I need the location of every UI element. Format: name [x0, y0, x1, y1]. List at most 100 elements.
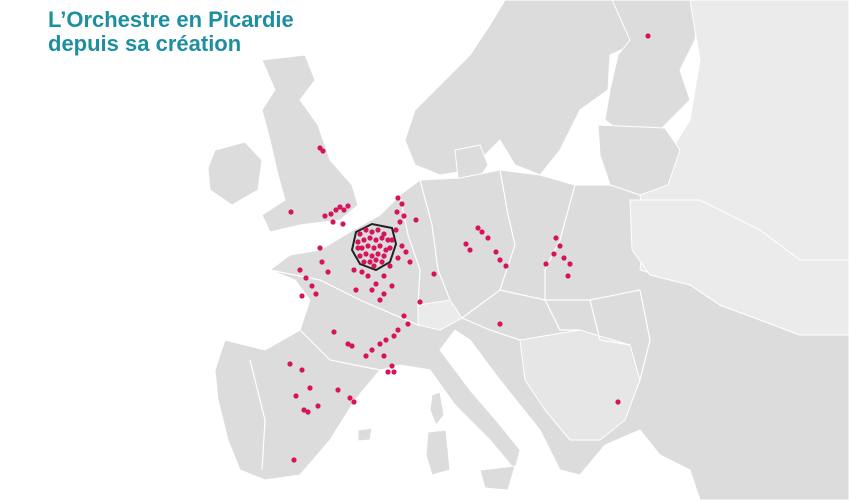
- concert-marker-picardie: [357, 253, 363, 259]
- concert-marker: [287, 361, 293, 367]
- land-east: [629, 199, 849, 336]
- concert-marker: [467, 247, 473, 253]
- concert-markers: [287, 33, 651, 463]
- concert-marker: [337, 204, 343, 210]
- concert-marker: [351, 399, 357, 405]
- concert-marker: [399, 243, 405, 249]
- concert-marker: [431, 271, 437, 277]
- concert-marker: [497, 321, 503, 327]
- concert-marker: [299, 367, 305, 373]
- concert-marker-picardie: [377, 243, 383, 249]
- concert-marker-picardie: [375, 251, 381, 257]
- concert-marker: [328, 211, 334, 217]
- concert-marker: [565, 273, 571, 279]
- concert-marker-picardie: [365, 243, 371, 249]
- concert-marker-picardie: [385, 237, 391, 243]
- concert-marker: [463, 241, 469, 247]
- concert-marker: [341, 207, 347, 213]
- concert-marker: [485, 235, 491, 241]
- concert-marker: [301, 407, 307, 413]
- concert-marker: [349, 343, 355, 349]
- map-title-line-1: L’Orchestre en Picardie: [48, 7, 294, 32]
- concert-marker-picardie: [379, 235, 385, 241]
- concert-marker-picardie: [371, 263, 377, 269]
- concert-marker: [297, 267, 303, 273]
- concert-marker: [397, 219, 403, 225]
- concert-marker-picardie: [355, 245, 361, 251]
- concert-marker: [405, 321, 411, 327]
- concert-marker: [353, 287, 359, 293]
- concert-marker: [322, 213, 328, 219]
- land-balearics: [357, 427, 373, 442]
- concert-marker: [359, 269, 365, 275]
- concert-marker: [395, 195, 401, 201]
- concert-marker-picardie: [371, 245, 377, 251]
- concert-marker: [389, 283, 395, 289]
- concert-marker: [345, 341, 351, 347]
- concert-marker: [293, 393, 299, 399]
- concert-marker: [347, 395, 353, 401]
- concert-marker: [645, 33, 651, 39]
- concert-marker: [391, 333, 397, 339]
- map-title: L’Orchestre en Picardie depuis sa créati…: [48, 8, 294, 56]
- concert-marker: [393, 227, 399, 233]
- concert-marker: [615, 399, 621, 405]
- land-layer: [207, 0, 849, 500]
- concert-marker: [299, 293, 305, 299]
- concert-marker-picardie: [355, 239, 361, 245]
- concert-marker-picardie: [359, 245, 365, 251]
- land-balkans: [519, 329, 641, 441]
- concert-marker: [288, 209, 294, 215]
- concert-marker: [331, 329, 337, 335]
- concert-marker: [413, 217, 419, 223]
- concert-marker-picardie: [375, 227, 381, 233]
- concert-marker: [551, 251, 557, 257]
- concert-marker: [407, 259, 413, 265]
- concert-marker: [503, 263, 509, 269]
- concert-marker: [317, 245, 323, 251]
- concert-marker: [381, 353, 387, 359]
- land-corsica: [429, 391, 445, 426]
- concert-marker: [330, 219, 336, 225]
- concert-marker: [363, 353, 369, 359]
- concert-marker: [385, 369, 391, 375]
- concert-marker: [291, 457, 297, 463]
- land-ireland: [207, 141, 263, 206]
- concert-marker: [303, 275, 309, 281]
- concert-marker: [365, 273, 371, 279]
- concert-marker: [325, 269, 331, 275]
- concert-marker: [403, 249, 409, 255]
- concert-marker: [387, 263, 393, 269]
- concert-marker: [391, 369, 397, 375]
- land-baltics: [597, 124, 681, 196]
- concert-marker: [389, 237, 395, 243]
- concert-marker-picardie: [373, 257, 379, 263]
- land-sardinia: [425, 429, 451, 476]
- concert-marker: [320, 148, 326, 154]
- concert-marker-picardie: [369, 229, 375, 235]
- concert-marker: [307, 385, 313, 391]
- concert-marker: [373, 281, 379, 287]
- concert-marker: [399, 201, 405, 207]
- concert-marker-picardie: [381, 253, 387, 259]
- concert-marker: [377, 341, 383, 347]
- concert-marker: [351, 267, 357, 273]
- concert-marker: [389, 363, 395, 369]
- concert-marker: [345, 203, 351, 209]
- concert-marker: [493, 249, 499, 255]
- concert-marker-picardie: [387, 245, 393, 251]
- concert-marker: [394, 209, 400, 215]
- concert-marker: [340, 221, 346, 227]
- concert-marker: [335, 387, 341, 393]
- concert-marker: [383, 337, 389, 343]
- concert-marker: [381, 291, 387, 297]
- concert-marker: [395, 327, 401, 333]
- picardie-outline: [350, 222, 398, 272]
- concert-marker: [369, 287, 375, 293]
- map-title-line-2: depuis sa création: [48, 31, 242, 56]
- concert-marker: [313, 291, 319, 297]
- concert-marker: [417, 299, 423, 305]
- concert-marker: [497, 257, 503, 263]
